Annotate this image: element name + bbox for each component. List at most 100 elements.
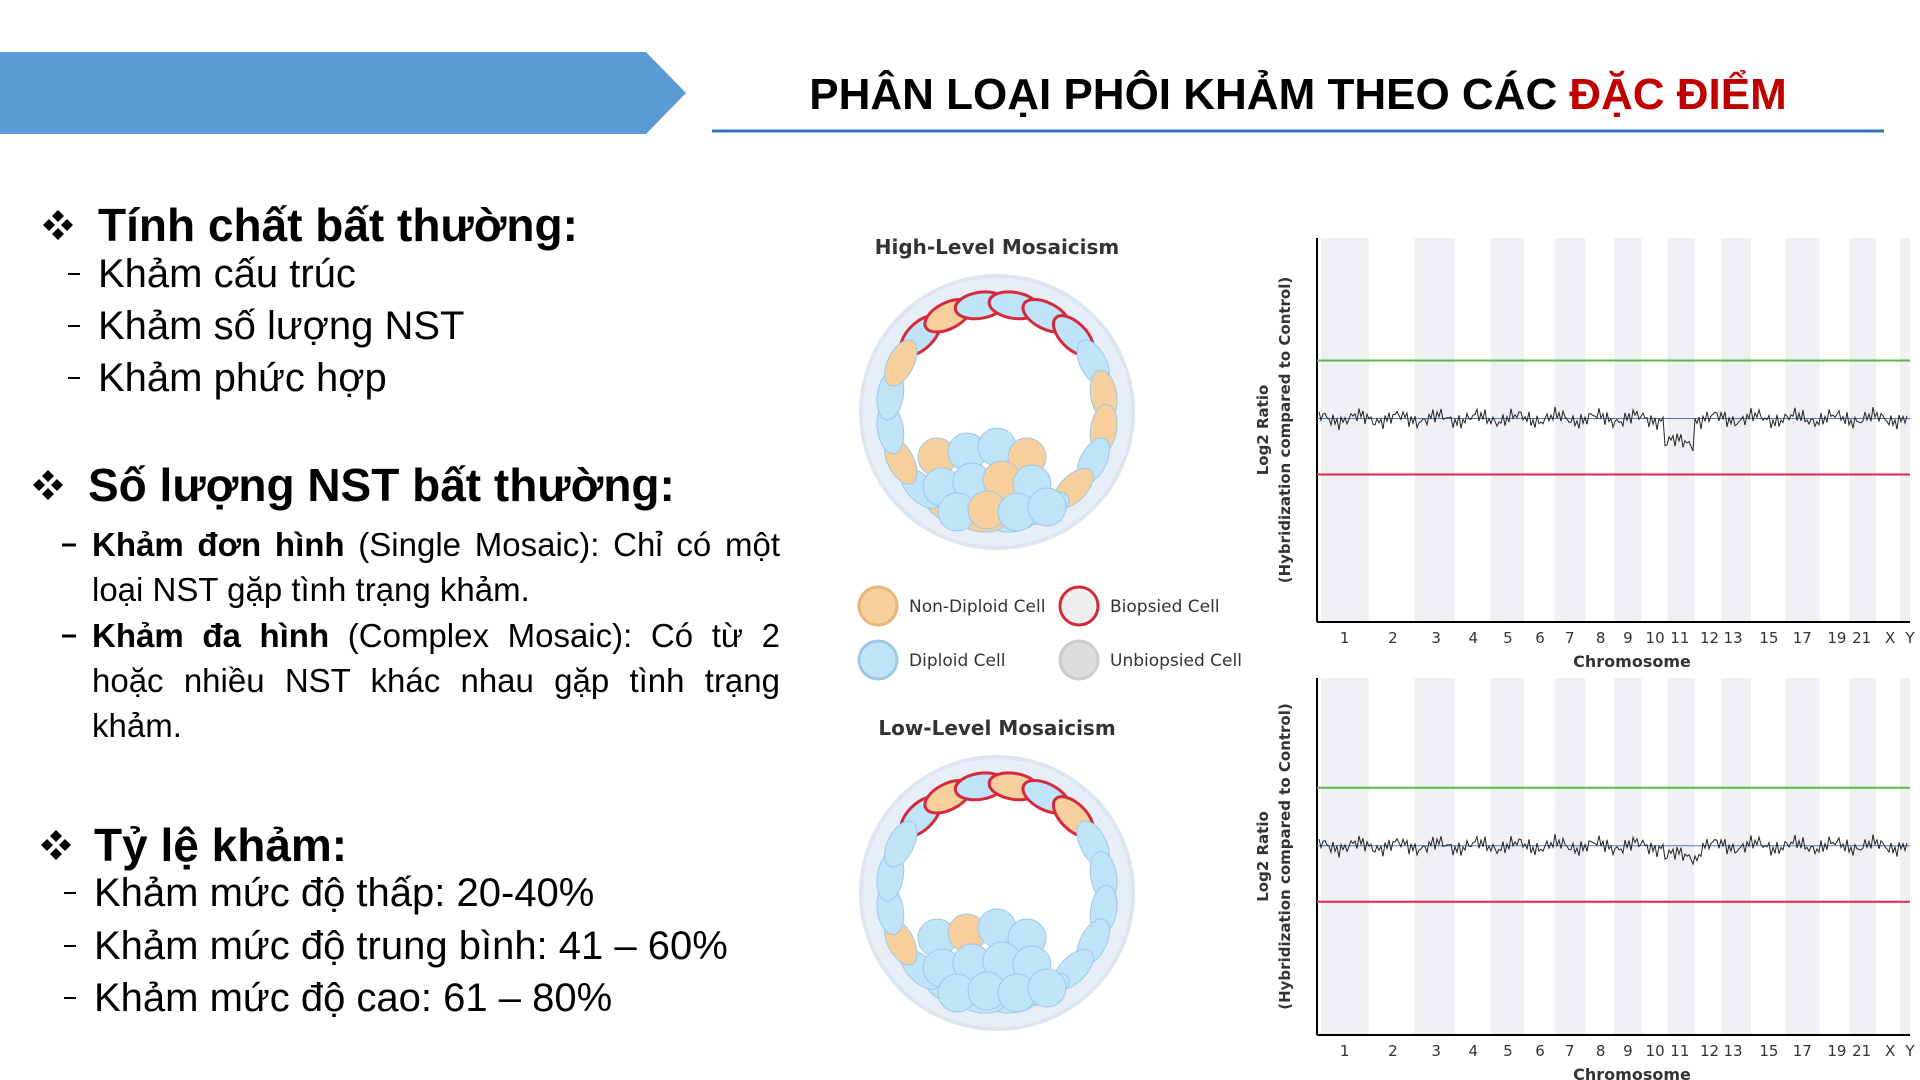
list-item: Khảm mức độ thấp: 20-40% [94,871,595,915]
chromosome-label: 12 [1700,629,1719,647]
y-axis-label: Log2 Ratio [1254,811,1272,902]
bullet-diamond [61,219,73,231]
chromosome-label: Y [1904,629,1915,647]
chromosome-band [1849,238,1876,622]
x-axis-label: Chromosome [1573,652,1691,671]
chromosome-label: 17 [1793,1042,1812,1060]
chromosome-label: 7 [1565,1042,1575,1060]
bullet-diamond [52,228,64,240]
list-item: Khảm phức hợp [98,356,387,400]
bullet-diamond [43,219,55,231]
legend-swatch [857,639,899,681]
chromosome-band [1785,678,1820,1035]
chromosome-label: 5 [1503,1042,1513,1060]
list-item: Khảm cấu trúc [98,252,356,296]
chromosome-label: 6 [1535,629,1545,647]
chromosome-label: 15 [1759,1042,1778,1060]
chromosome-label: 2 [1388,629,1398,647]
chromosome-band [1900,238,1910,622]
item-bold: Khảm đa hình [92,617,330,654]
title-highlight: ĐẶC ĐIỂM [1569,70,1787,119]
legend-swatch [857,585,899,627]
bullet-diamond [33,479,45,491]
inner-cell [1027,487,1067,527]
item-text: (Complex Mosaic): Có từ 2 hoặc nhiều NST… [92,617,780,744]
chromosome-label: 6 [1535,1042,1545,1060]
chromosome-label: 8 [1596,629,1606,647]
panel-title: High-Level Mosaicism [875,235,1120,259]
bullet-diamond [51,479,63,491]
chromosome-label: 8 [1596,1042,1606,1060]
chromosome-label: 4 [1468,1042,1478,1060]
x-axis-label: Chromosome [1573,1065,1691,1080]
embryo-cell [884,339,918,387]
legend-label: Non-Diploid Cell [909,597,1045,617]
chromosome-label: 19 [1827,629,1846,647]
bullet-diamond [42,470,54,482]
chromosome-band [1414,678,1455,1035]
title-text: PHÂN LOẠI PHÔI KHẢM THEO CÁC [809,70,1558,119]
chromosome-label: 19 [1827,1042,1846,1060]
chromosome-band [1490,238,1524,622]
item-bold: Khảm đơn hình [92,526,345,563]
header-banner [0,52,686,134]
chromosome-label: 2 [1388,1042,1398,1060]
chromosome-label: 3 [1431,1042,1441,1060]
list-item: Khảm mức độ trung bình: 41 – 60% [94,924,728,968]
y-axis-sublabel: (Hybridization compared to Control) [1276,277,1294,584]
legend-swatch [1058,639,1100,681]
bullet-diamond [52,210,64,222]
chromosome-band [1900,678,1910,1035]
item-text: (Single Mosaic): Chỉ có một loại NST gặp… [92,526,780,608]
chromosome-band [1554,678,1586,1035]
chromosome-band [1414,238,1455,622]
chromosome-label: 10 [1646,1042,1665,1060]
chromosome-label: X [1885,1042,1895,1060]
chromosome-band [1490,678,1524,1035]
legend-label: Diploid Cell [909,651,1005,671]
section-heading: Tỷ lệ khảm: [94,819,348,871]
bullet-diamond [50,830,62,842]
chromosome-band [1667,678,1695,1035]
chromosome-band [1614,238,1642,622]
legend-swatch [1058,585,1100,627]
chromosome-label: 1 [1340,629,1350,647]
chromosome-label: 21 [1852,1042,1871,1060]
chromosome-label: 1 [1340,1042,1350,1060]
section-heading: Số lượng NST bất thường: [88,459,675,511]
chromosome-label: 11 [1670,1042,1689,1060]
y-axis-sublabel: (Hybridization compared to Control) [1276,703,1294,1010]
chromosome-label: 4 [1468,629,1478,647]
inner-cell [1027,968,1067,1008]
chromosome-label: 10 [1646,629,1665,647]
chromosome-label: 7 [1565,629,1575,647]
ratio-trace [1318,406,1908,452]
embryo-cell [884,820,918,868]
chromosome-label: X [1885,629,1895,647]
chromosome-label: 13 [1723,1042,1742,1060]
slide-title: PHÂN LOẠI PHÔI KHẢM THEO CÁC ĐẶC ĐIỂM [712,70,1884,120]
chromosome-label: 15 [1759,629,1778,647]
chromosome-band [1554,238,1586,622]
chromosome-label: 13 [1723,629,1742,647]
chromosome-label: 9 [1623,629,1633,647]
chromosome-band [1849,678,1876,1035]
bullet-diamond [41,839,53,851]
chromosome-label: 12 [1700,1042,1719,1060]
legend-label: Unbiopsied Cell [1110,651,1242,671]
section-heading: Tính chất bất thường: [98,199,578,251]
legend-label: Biopsied Cell [1110,597,1220,617]
panel-title: Low-Level Mosaicism [878,716,1115,740]
chromosome-label: 3 [1431,629,1441,647]
bullet-diamond [59,839,71,851]
chromosome-label: 5 [1503,629,1513,647]
bullet-diamond [42,488,54,500]
chromosome-band [1721,678,1751,1035]
list-paragraph: Khảm đơn hình (Single Mosaic): Chỉ có mộ… [92,522,780,612]
chromosome-band [1721,238,1751,622]
chromosome-band [1614,678,1642,1035]
list-item: Khảm số lượng NST [98,304,465,348]
chromosome-label: 21 [1852,629,1871,647]
